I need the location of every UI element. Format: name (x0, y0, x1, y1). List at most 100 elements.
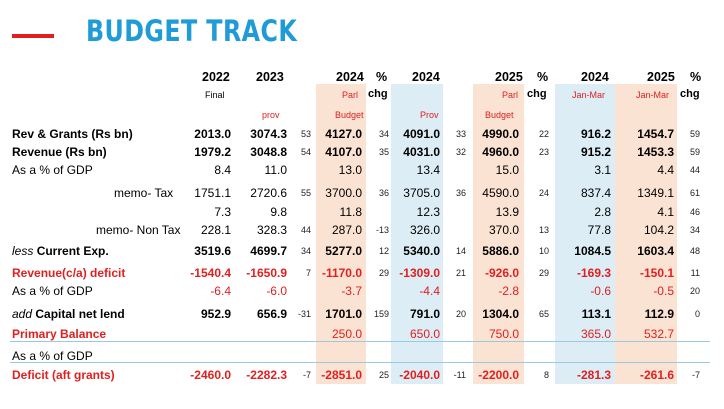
pct-change-cell: 29 (538, 268, 549, 278)
value-cell: 3700.0 (325, 186, 362, 200)
header-2023-sub: prov (262, 110, 280, 120)
value-cell: 532.7 (643, 327, 674, 341)
value-cell: 13.4 (416, 163, 440, 177)
header-2024-budget-sub1: Parl (342, 90, 359, 100)
value-cell: 1979.2 (194, 145, 231, 159)
row-label: Revenue (Rs bn) (12, 145, 107, 159)
value-cell: 650.0 (409, 327, 440, 341)
pct-change-cell: 33 (455, 129, 466, 139)
value-cell: 656.9 (256, 307, 287, 321)
header-chg3-bot: chg (680, 88, 700, 100)
value-cell: 1701.0 (325, 307, 362, 321)
pct-change-cell: 20 (455, 309, 466, 319)
pct-change-cell: 36 (378, 188, 389, 198)
header-chg3-top: % (690, 70, 702, 84)
value-cell: -1540.4 (190, 266, 231, 280)
pct-change-cell: 59 (689, 147, 700, 157)
pct-change-cell: 23 (538, 147, 549, 157)
value-cell: 5340.0 (403, 244, 440, 258)
value-cell: -2040.0 (399, 368, 440, 382)
header-2022: 2022 (202, 70, 230, 84)
pct-change-cell: 34 (378, 129, 389, 139)
value-cell: 3048.8 (250, 145, 287, 159)
value-cell: 5277.0 (325, 244, 362, 258)
pct-change-cell: 13 (538, 225, 549, 235)
value-cell: 11.8 (339, 205, 362, 219)
pct-change-cell: 55 (300, 188, 311, 198)
value-cell: 326.0 (409, 223, 440, 237)
value-cell: 4990.0 (482, 127, 519, 141)
value-cell: 370.0 (488, 223, 519, 237)
value-cell: 916.2 (580, 127, 611, 141)
value-cell: 11.0 (264, 163, 287, 177)
pct-change-cell: 7 (305, 268, 311, 278)
value-cell: 2.8 (594, 205, 611, 219)
value-cell: -0.5 (653, 284, 674, 298)
pct-change-cell: 8 (543, 370, 549, 380)
pct-change-cell: 53 (300, 129, 311, 139)
header-chg1-top: % (376, 70, 388, 84)
row-label: Revenue(c/a) deficit (12, 266, 126, 280)
row-label: less Current Exp. (12, 244, 109, 258)
pct-change-cell: 34 (300, 246, 311, 256)
row-label: memo- Tax (114, 186, 174, 200)
value-cell: 1603.4 (637, 244, 674, 258)
value-cell: -2.8 (498, 284, 519, 298)
value-cell: 4107.0 (325, 145, 362, 159)
value-cell: 9.8 (270, 205, 287, 219)
value-cell: 7.3 (214, 205, 231, 219)
row-label: add Capital net lend (12, 307, 125, 321)
value-cell: 250.0 (331, 327, 362, 341)
value-cell: -2460.0 (190, 368, 231, 382)
pct-change-cell: 34 (689, 225, 700, 235)
row-label: memo- Non Tax (96, 223, 181, 237)
value-cell: -6.0 (266, 284, 287, 298)
value-cell: 8.4 (214, 163, 231, 177)
header-2025-budget-sub1: Parl (502, 90, 519, 100)
value-cell: 1751.1 (194, 186, 231, 200)
pct-change-cell: 159 (373, 309, 389, 319)
value-cell: 4127.0 (325, 127, 362, 141)
row-label: As a % of GDP (12, 284, 93, 298)
row-divider (10, 362, 710, 363)
header-2024-prov: 2024 (412, 70, 440, 84)
pct-change-cell: -13 (375, 225, 389, 235)
value-cell: 3074.3 (250, 127, 287, 141)
pct-change-cell: 44 (300, 225, 311, 235)
value-cell: 1453.3 (637, 145, 674, 159)
value-cell: 4031.0 (403, 145, 440, 159)
band-2025-q (615, 84, 677, 384)
value-cell: 4699.7 (250, 244, 287, 258)
title-accent-dash (12, 34, 54, 38)
pct-change-cell: -11 (453, 370, 466, 380)
header-2024-q: 2024 (581, 70, 609, 84)
value-cell: 791.0 (409, 307, 440, 321)
value-cell: 1454.7 (637, 127, 674, 141)
value-cell: 104.2 (643, 223, 674, 237)
band-2024-q (555, 84, 615, 384)
value-cell: -3.7 (341, 284, 362, 298)
value-cell: 5886.0 (482, 244, 519, 258)
value-cell: 77.8 (587, 223, 611, 237)
band-2024-budget (316, 84, 366, 384)
band-2025-budget (473, 84, 524, 384)
pct-change-cell: 61 (689, 188, 700, 198)
pct-change-cell: 65 (538, 309, 549, 319)
value-cell: 13.0 (338, 163, 362, 177)
pct-change-cell: 44 (689, 165, 700, 175)
value-cell: 228.1 (200, 223, 231, 237)
page-title: BUDGET TRACK (86, 14, 298, 48)
header-2024-prov-sub: Prov (420, 110, 439, 120)
header-2024-budget: 2024 (336, 70, 364, 84)
value-cell: 2720.6 (250, 186, 287, 200)
value-cell: -926.0 (484, 266, 519, 280)
value-cell: 3705.0 (403, 186, 440, 200)
header-2024-budget-sub2: Budget (335, 110, 364, 120)
value-cell: 2013.0 (194, 127, 231, 141)
pct-change-cell: 54 (300, 147, 311, 157)
value-cell: 1349.1 (637, 186, 674, 200)
value-cell: -0.6 (590, 284, 611, 298)
pct-change-cell: -7 (302, 370, 311, 380)
row-divider (10, 341, 710, 342)
pct-change-cell: 20 (689, 286, 700, 296)
